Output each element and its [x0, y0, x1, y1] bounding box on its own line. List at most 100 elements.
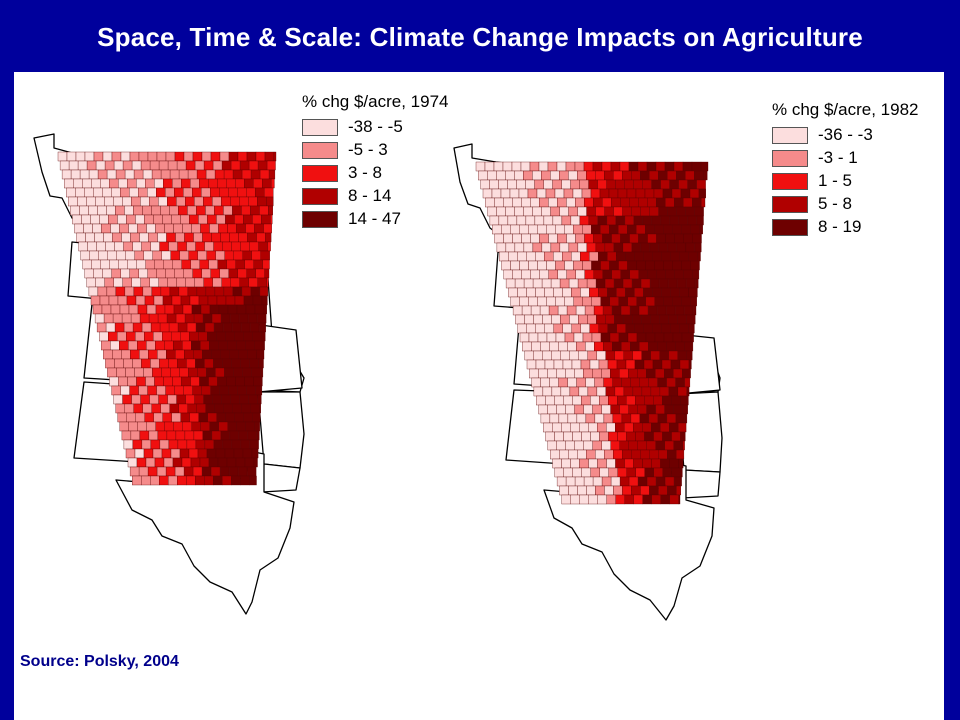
- county-cell: [201, 268, 211, 279]
- map-1974: [33, 133, 305, 615]
- county-cell: [228, 187, 238, 198]
- county-cell: [687, 215, 698, 226]
- county-cell: [625, 323, 635, 334]
- county-cell: [107, 367, 117, 378]
- county-cell: [108, 214, 118, 225]
- county-cell: [248, 196, 258, 207]
- county-cell: [262, 178, 272, 189]
- county-cell: [175, 313, 186, 324]
- county-cell: [121, 430, 132, 441]
- county-cell: [546, 296, 556, 307]
- county-cell: [567, 377, 577, 388]
- county-cell: [614, 386, 625, 397]
- county-cell: [171, 214, 181, 225]
- county-cell: [241, 403, 251, 414]
- county-cell: [90, 214, 100, 225]
- county-cell: [168, 439, 179, 450]
- county-cell: [66, 187, 76, 198]
- county-cell: [682, 368, 691, 379]
- county-cell: [124, 169, 135, 180]
- county-cell: [615, 458, 625, 469]
- county-cell: [634, 251, 644, 262]
- county-cell: [661, 359, 672, 370]
- county-cell: [549, 341, 559, 352]
- county-cell: [159, 475, 169, 486]
- county-cell: [168, 358, 178, 369]
- county-cell: [523, 242, 534, 253]
- county-cell: [210, 385, 220, 396]
- county-cell: [194, 277, 204, 288]
- county-cell: [671, 467, 681, 478]
- county-cell: [117, 331, 127, 342]
- county-cell: [691, 161, 702, 172]
- county-cell: [205, 169, 216, 180]
- county-cell: [592, 161, 603, 172]
- county-cell: [135, 412, 145, 423]
- county-cell: [640, 278, 651, 289]
- county-cell: [517, 251, 527, 262]
- county-cell: [682, 404, 688, 415]
- county-cell: [119, 340, 129, 351]
- county-cell: [528, 224, 538, 235]
- county-cell: [501, 224, 511, 235]
- county-cell: [600, 332, 611, 343]
- county-cell: [86, 277, 96, 288]
- county-cell: [80, 250, 90, 261]
- county-cell: [554, 467, 564, 478]
- county-cell: [624, 458, 634, 469]
- county-cell: [113, 196, 123, 207]
- county-cell: [150, 358, 160, 369]
- county-cell: [669, 179, 679, 190]
- county-cell: [556, 368, 566, 379]
- county-cell: [637, 368, 647, 379]
- county-cell: [178, 205, 188, 216]
- county-cell: [175, 430, 186, 441]
- county-cell: [665, 269, 675, 280]
- county-cell: [226, 178, 236, 189]
- county-cell: [174, 385, 184, 396]
- county-cell: [217, 457, 228, 468]
- county-cell: [195, 241, 205, 252]
- county-cell: [666, 341, 676, 352]
- county-cell: [694, 206, 704, 217]
- county-cell: [618, 224, 628, 235]
- county-cell: [677, 386, 688, 397]
- county-cell: [246, 151, 257, 162]
- county-cell: [510, 224, 520, 235]
- county-cell: [157, 430, 168, 441]
- county-cell: [584, 233, 594, 244]
- county-cell: [97, 169, 108, 180]
- county-cell: [674, 269, 684, 280]
- county-cell: [542, 386, 553, 397]
- county-cell: [79, 205, 89, 216]
- county-cell: [622, 449, 632, 460]
- county-cell: [66, 151, 77, 162]
- county-cell: [563, 188, 574, 199]
- county-cell: [570, 422, 580, 433]
- county-cell: [96, 322, 107, 333]
- county-cell: [692, 305, 697, 316]
- county-cell: [650, 386, 661, 397]
- county-cell: [642, 179, 652, 190]
- county-cell: [97, 205, 107, 216]
- county-cell: [651, 494, 661, 505]
- county-cell: [512, 305, 523, 316]
- county-cell: [575, 305, 586, 316]
- county-cell: [586, 278, 597, 289]
- county-cell: [209, 340, 219, 351]
- county-cell: [93, 151, 104, 162]
- county-cell: [588, 422, 598, 433]
- county-cell: [111, 151, 122, 162]
- county-cell: [644, 431, 654, 442]
- county-cell: [494, 197, 504, 208]
- county-cell: [140, 277, 150, 288]
- county-cell: [552, 179, 562, 190]
- county-cell: [57, 151, 68, 162]
- county-cell: [599, 431, 609, 442]
- county-cell: [516, 215, 527, 226]
- county-cell: [533, 350, 543, 361]
- county-cell: [210, 187, 220, 198]
- county-cell: [666, 413, 677, 424]
- county-cell: [566, 197, 576, 208]
- county-cell: [123, 439, 134, 450]
